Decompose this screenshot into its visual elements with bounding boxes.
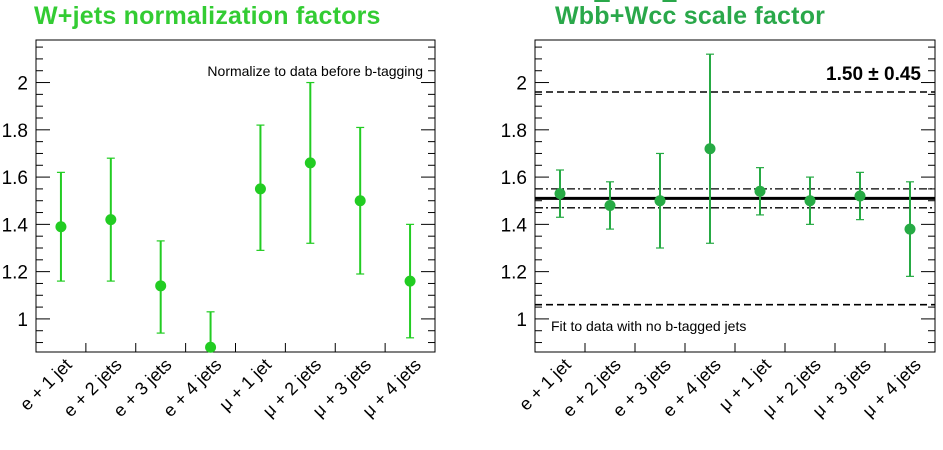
data-point	[105, 214, 117, 226]
y-tick-label: 2	[17, 74, 28, 95]
data-point	[704, 143, 716, 155]
data-point	[654, 195, 666, 207]
y-tick-label: 1.8	[2, 121, 28, 142]
y-tick-label: 1.2	[2, 263, 28, 284]
data-point	[754, 185, 766, 197]
data-point	[55, 221, 67, 233]
data-point	[354, 195, 366, 207]
data-point	[254, 183, 266, 195]
data-point	[804, 195, 816, 207]
y-tick-label: 1.2	[501, 263, 527, 284]
data-point	[304, 157, 316, 169]
data-point	[904, 223, 916, 235]
fit-description-label: Fit to data with no b-tagged jets	[551, 318, 746, 334]
right-chart-title: Wbb+Wcc scale factor	[555, 2, 825, 31]
title-part-bbar: b	[594, 2, 610, 30]
data-point	[404, 275, 416, 287]
left-chart-title: W+jets normalization factors	[34, 2, 381, 30]
data-point	[155, 280, 167, 292]
y-tick-label: 1.4	[501, 215, 528, 236]
y-tick-label: 1.8	[501, 121, 527, 142]
fit-result-label: 1.50 ± 0.45	[826, 64, 921, 85]
chart-annotation: Normalize to data before b-tagging	[207, 63, 423, 79]
title-part-wb: Wb	[555, 2, 595, 30]
data-point	[604, 199, 616, 211]
title-part-wc: +Wc	[609, 2, 663, 30]
y-tick-label: 1.6	[2, 168, 28, 189]
y-tick-label: 1.6	[501, 168, 527, 189]
y-tick-label: 1.4	[2, 215, 29, 236]
y-tick-label: 1	[17, 310, 28, 331]
title-part-scale: scale factor	[676, 2, 826, 30]
y-tick-label: 1	[516, 310, 527, 331]
y-tick-label: 2	[516, 74, 527, 95]
data-point	[854, 190, 866, 202]
data-point	[554, 188, 566, 200]
data-point	[205, 341, 217, 353]
plot-frame	[35, 39, 436, 353]
title-part-cbar: c	[662, 2, 677, 30]
